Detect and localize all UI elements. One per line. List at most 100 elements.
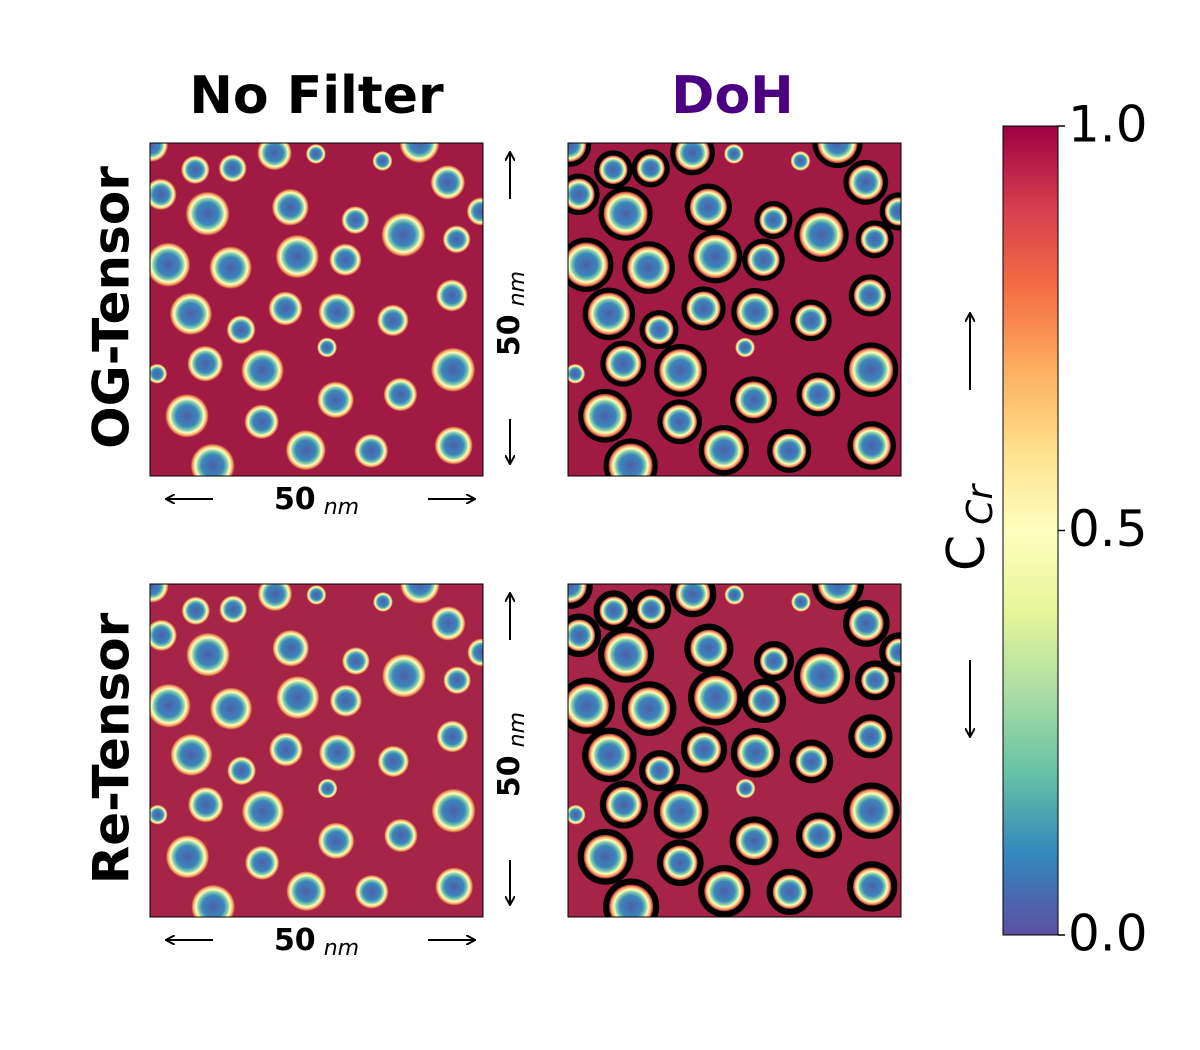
precipitate	[354, 874, 389, 909]
scale-length: 50	[274, 923, 316, 958]
detection-ring	[568, 677, 615, 734]
precipitate	[187, 345, 224, 382]
precipitate	[317, 337, 338, 358]
detection-ring	[855, 660, 896, 701]
colorbar	[1002, 125, 1059, 936]
detection-ring	[603, 878, 660, 917]
precipitate	[848, 347, 894, 392]
detection-ring	[698, 425, 749, 476]
precipitate	[209, 687, 253, 730]
detection-ring	[789, 299, 832, 342]
precipitate	[605, 345, 642, 382]
precipitate	[165, 393, 209, 438]
detection-ring	[593, 150, 633, 190]
detection-ring	[742, 238, 785, 282]
precipitate	[150, 143, 169, 162]
precipitate	[227, 756, 257, 786]
precipitate	[693, 675, 738, 720]
colorbar-tick-label: 1.0	[1068, 96, 1148, 154]
scale-label: 50 nm	[492, 271, 531, 356]
precipitate	[568, 804, 586, 825]
detection-ring	[687, 669, 744, 726]
precipitate	[226, 315, 256, 345]
detection-ring	[568, 173, 600, 216]
panel-frame	[149, 583, 484, 918]
precipitate	[442, 225, 471, 254]
precipitate	[603, 191, 648, 236]
precipitate	[817, 143, 858, 164]
colorbar-label-main: C	[937, 535, 997, 571]
precipitate	[848, 165, 884, 200]
detection-ring	[631, 589, 672, 630]
precipitate	[790, 591, 811, 612]
detection-ring	[582, 727, 637, 783]
precipitate	[150, 619, 178, 652]
scale-unit: nm	[324, 495, 359, 520]
precipitate	[434, 867, 474, 906]
scale-label: 50 nm	[492, 712, 531, 797]
precipitate	[399, 584, 441, 605]
precipitate	[285, 430, 326, 471]
precipitate	[704, 871, 745, 912]
precipitate	[286, 871, 327, 912]
precipitate	[568, 242, 609, 287]
precipitate	[187, 786, 224, 823]
precipitate	[747, 684, 781, 718]
precipitate	[568, 363, 586, 384]
precipitate	[381, 653, 427, 698]
detection-ring	[639, 310, 679, 350]
detection-ring	[842, 600, 890, 647]
precipitate	[604, 632, 649, 677]
precipitate	[568, 584, 587, 603]
scale-label: 50 nm	[274, 923, 359, 962]
precipitate	[257, 143, 292, 171]
column-title: DoH	[671, 66, 793, 126]
precipitate	[169, 292, 213, 336]
detection-ring	[843, 160, 889, 205]
precipitate	[675, 143, 710, 171]
detection-ring	[846, 861, 898, 912]
image-panel	[150, 584, 483, 917]
detection-ring	[879, 192, 901, 231]
detection-ring	[879, 632, 901, 673]
detection-ring	[582, 287, 636, 341]
precipitate	[583, 834, 628, 879]
precipitate	[431, 788, 476, 833]
precipitate	[790, 150, 811, 171]
detection-ring	[843, 782, 900, 839]
image-panel	[568, 143, 901, 476]
precipitate	[191, 884, 236, 917]
precipitate	[383, 818, 418, 853]
precipitate	[645, 756, 675, 786]
precipitate	[317, 822, 355, 860]
scale-length: 50	[492, 314, 527, 356]
detection-ring	[593, 590, 635, 632]
precipitate	[209, 246, 252, 289]
precipitate	[659, 348, 702, 392]
detection-ring	[598, 186, 653, 241]
precipitate	[759, 647, 788, 676]
scale-length: 50	[274, 482, 316, 517]
detection-ring	[848, 714, 893, 759]
detection-ring	[578, 388, 632, 443]
precipitate	[884, 197, 901, 226]
detection-ring	[766, 868, 813, 915]
precipitate	[860, 225, 889, 254]
precipitate	[735, 778, 756, 799]
precipitate	[662, 845, 698, 881]
precipitate	[644, 315, 674, 345]
precipitate	[735, 381, 773, 419]
precipitate	[377, 745, 410, 778]
precipitate	[271, 188, 309, 226]
image-panel	[568, 584, 901, 917]
precipitate	[689, 188, 727, 226]
precipitate	[686, 732, 722, 767]
precipitate	[736, 293, 774, 331]
detection-ring	[577, 828, 634, 885]
detection-ring	[657, 399, 703, 445]
precipitate	[443, 666, 472, 695]
detection-ring	[789, 739, 834, 784]
detection-ring	[631, 149, 670, 188]
precipitate	[609, 884, 654, 917]
precipitate	[372, 591, 393, 612]
